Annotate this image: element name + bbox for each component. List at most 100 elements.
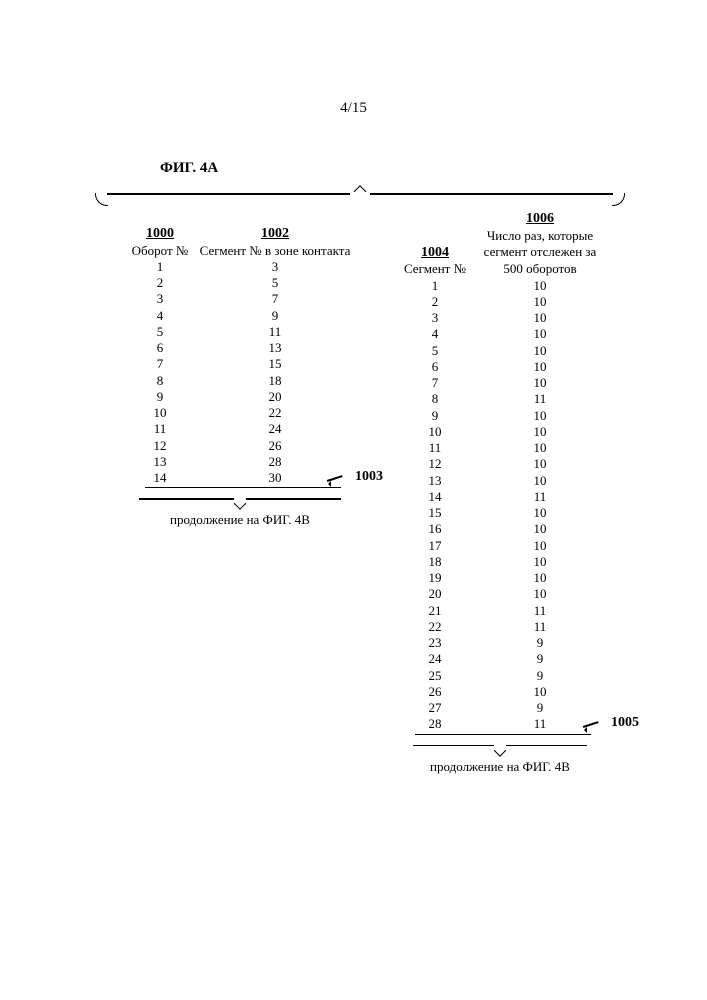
cell: 20: [195, 389, 355, 405]
cell: 10: [475, 554, 605, 570]
cell: 10: [475, 473, 605, 489]
table-row: 2211: [395, 619, 605, 635]
figure-label: ФИГ. 4А: [160, 160, 218, 177]
cell: 9: [195, 308, 355, 324]
cell: 20: [395, 586, 475, 602]
cell: 10: [475, 278, 605, 294]
cell: 5: [395, 343, 475, 359]
table-row: 1310: [395, 473, 605, 489]
right-hdr-l3: 500 оборотов: [475, 261, 605, 277]
table-row: 2610: [395, 684, 605, 700]
table-row: 910: [395, 408, 605, 424]
right-table: 1006 Число раз, которые 1004 сегмент отс…: [395, 210, 605, 775]
left-table: 1000 1002 Оборот № Сегмент № в зоне конт…: [125, 225, 355, 529]
cell: 12: [395, 456, 475, 472]
right-ref-col1: 1004: [395, 244, 475, 262]
cell: 8: [125, 373, 195, 389]
cell: 5: [195, 275, 355, 291]
cell: 11: [395, 440, 475, 456]
cell: 11: [195, 324, 355, 340]
table-row: 610: [395, 359, 605, 375]
table-row: 25: [125, 275, 355, 291]
table-row: 1610: [395, 521, 605, 537]
table-row: 1910: [395, 570, 605, 586]
cell: 6: [125, 340, 195, 356]
table-row: 1411: [395, 489, 605, 505]
table-row: 1010: [395, 424, 605, 440]
cell: 26: [395, 684, 475, 700]
right-table-rows: 1102103104105106107108119101010111012101…: [395, 278, 605, 733]
cell: 11: [475, 603, 605, 619]
cell: 15: [395, 505, 475, 521]
table-row: 510: [395, 343, 605, 359]
table-row: 1124: [125, 421, 355, 437]
page-number: 4/15: [0, 100, 707, 117]
cell: 18: [195, 373, 355, 389]
cell: 10: [475, 424, 605, 440]
cell: 11: [475, 391, 605, 407]
table-row: 1810: [395, 554, 605, 570]
table-row: 1110: [395, 440, 605, 456]
table-row: 1210: [395, 456, 605, 472]
table-row: 210: [395, 294, 605, 310]
cell: 9: [475, 700, 605, 716]
cell: 13: [125, 454, 195, 470]
cell: 21: [395, 603, 475, 619]
cell: 28: [195, 454, 355, 470]
cell: 25: [395, 668, 475, 684]
cell: 3: [395, 310, 475, 326]
cell: 5: [125, 324, 195, 340]
cell: 7: [125, 356, 195, 372]
left-continuation: продолжение на ФИГ. 4В: [125, 512, 355, 528]
cell: 10: [475, 456, 605, 472]
cell: 10: [475, 326, 605, 342]
cell: 18: [395, 554, 475, 570]
cell: 13: [195, 340, 355, 356]
left-ref-col2: 1002: [195, 225, 355, 243]
table-row: 310: [395, 310, 605, 326]
cell: 23: [395, 635, 475, 651]
cell: 10: [475, 310, 605, 326]
table-row: 1430: [125, 470, 355, 486]
cell: 22: [195, 405, 355, 421]
table-row: 1710: [395, 538, 605, 554]
cell: 1: [395, 278, 475, 294]
cell: 6: [395, 359, 475, 375]
cell: 10: [475, 440, 605, 456]
right-ref-col2: 1006: [475, 210, 605, 228]
right-bottom-brace: [395, 737, 605, 751]
cell: 9: [125, 389, 195, 405]
cell: 17: [395, 538, 475, 554]
table-row: 13: [125, 259, 355, 275]
table-row: 920: [125, 389, 355, 405]
table-row: 239: [395, 635, 605, 651]
cell: 12: [125, 438, 195, 454]
table-row: 37: [125, 291, 355, 307]
table-row: 1226: [125, 438, 355, 454]
cell: 3: [125, 291, 195, 307]
left-table-rows: 1325374951161371581892010221124122613281…: [125, 259, 355, 487]
table-row: 249: [395, 651, 605, 667]
cell: 10: [475, 294, 605, 310]
cell: 13: [395, 473, 475, 489]
table-row: 818: [125, 373, 355, 389]
callout-ref: 1003: [355, 468, 383, 486]
cell: 22: [395, 619, 475, 635]
callout-arrow-icon: [327, 476, 345, 486]
table-row: 613: [125, 340, 355, 356]
callout-arrow-icon: [583, 722, 601, 732]
table-row: 715: [125, 356, 355, 372]
table-row: 110: [395, 278, 605, 294]
cell: 10: [475, 359, 605, 375]
left-hdr-col1: Оборот №: [125, 243, 195, 259]
table-row: 511: [125, 324, 355, 340]
cell: 11: [125, 421, 195, 437]
table-row: 2111: [395, 603, 605, 619]
table-row: 2811: [395, 716, 605, 732]
cell: 24: [195, 421, 355, 437]
cell: 10: [475, 570, 605, 586]
cell: 26: [195, 438, 355, 454]
cell: 9: [475, 635, 605, 651]
cell: 10: [475, 505, 605, 521]
cell: 11: [475, 489, 605, 505]
